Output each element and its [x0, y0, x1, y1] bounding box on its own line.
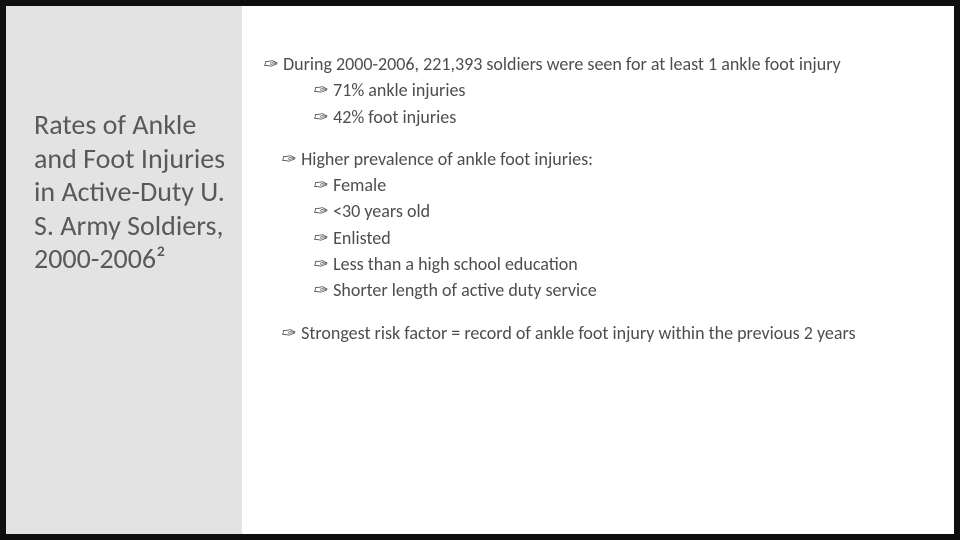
bullet-item: ✑ Less than a high school education — [312, 252, 942, 276]
bullet-icon: ✑ — [262, 52, 277, 76]
bullet-item: ✑ 71% ankle injuries — [312, 78, 942, 102]
bullet-icon: ✑ — [312, 105, 327, 129]
bullet-icon: ✑ — [312, 226, 327, 250]
bullet-text: <30 years old — [333, 199, 942, 223]
bullet-icon: ✑ — [312, 199, 327, 223]
bullet-text: 71% ankle injuries — [333, 78, 942, 102]
bullet-text: During 2000-2006, 221,393 soldiers were … — [283, 52, 942, 76]
bullet-text: Enlisted — [333, 226, 942, 250]
bullet-text: Less than a high school education — [333, 252, 942, 276]
bullet-text: Shorter length of active duty service — [333, 278, 942, 302]
bullet-text: 42% foot injuries — [333, 105, 942, 129]
bullet-text: Female — [333, 173, 942, 197]
bullet-icon: ✑ — [280, 147, 295, 171]
bullet-text: Higher prevalence of ankle foot injuries… — [301, 147, 942, 171]
bullet-icon: ✑ — [312, 173, 327, 197]
slide-title: Rates of Ankle and Foot Injuries in Acti… — [34, 108, 234, 276]
bullet-item: ✑ Shorter length of active duty service — [312, 278, 942, 302]
bullet-icon: ✑ — [280, 321, 295, 345]
bullet-icon: ✑ — [312, 278, 327, 302]
bullet-item: ✑ 42% foot injuries — [312, 105, 942, 129]
bullet-item: ✑ Higher prevalence of ankle foot injuri… — [280, 147, 942, 171]
bullet-text: Strongest risk factor = record of ankle … — [301, 321, 942, 345]
bullet-icon: ✑ — [312, 78, 327, 102]
bullet-icon: ✑ — [312, 252, 327, 276]
bullet-item: ✑ During 2000-2006, 221,393 soldiers wer… — [262, 52, 942, 76]
bullet-item: ✑ Female — [312, 173, 942, 197]
slide-content: ✑ During 2000-2006, 221,393 soldiers wer… — [262, 46, 942, 345]
bullet-item: ✑ Enlisted — [312, 226, 942, 250]
bullet-item: ✑ <30 years old — [312, 199, 942, 223]
slide: Rates of Ankle and Foot Injuries in Acti… — [6, 6, 954, 534]
bullet-item: ✑ Strongest risk factor = record of ankl… — [280, 321, 942, 345]
